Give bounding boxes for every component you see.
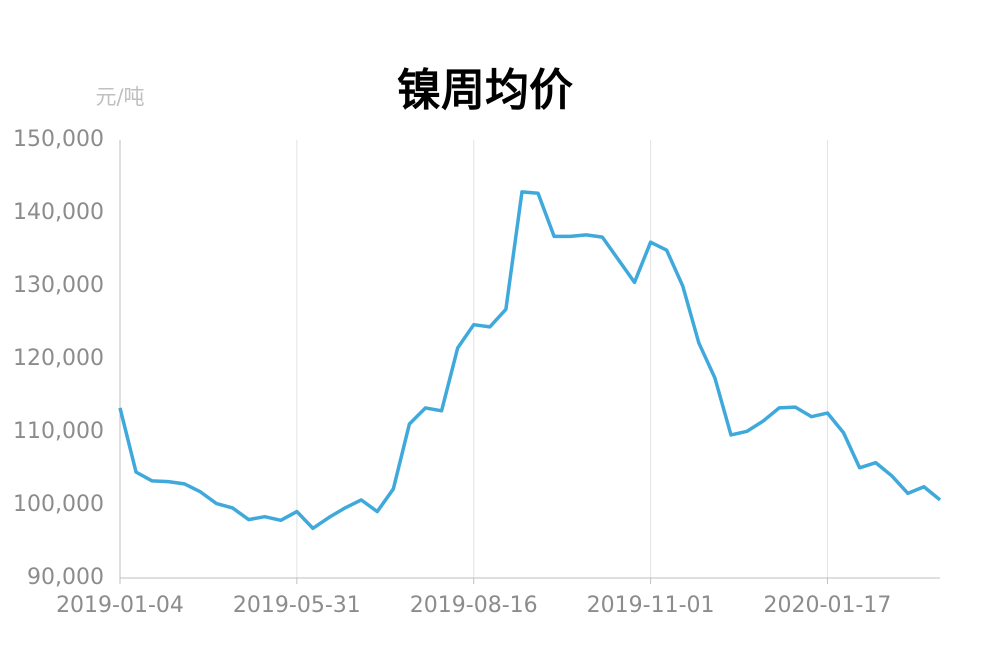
data-line <box>118 190 942 531</box>
y-tick-label: 150,000 <box>13 127 104 152</box>
x-tick-label: 2019-08-16 <box>410 593 538 618</box>
y-tick-label: 120,000 <box>13 346 104 371</box>
x-tick-label: 2019-01-04 <box>56 593 184 618</box>
y-tick-label: 140,000 <box>13 200 104 225</box>
y-tick-label: 90,000 <box>27 565 104 590</box>
y-tick-label: 130,000 <box>13 273 104 298</box>
y-tick-label: 110,000 <box>13 419 104 444</box>
y-unit: 元/吨 <box>95 85 144 109</box>
x-tick-label: 2019-11-01 <box>587 593 715 618</box>
chart-title: 镍周均价 <box>397 65 573 116</box>
x-tick-label: 2020-01-17 <box>764 593 892 618</box>
x-tick-label: 2019-05-31 <box>233 593 361 618</box>
y-tick-label: 100,000 <box>13 492 104 517</box>
